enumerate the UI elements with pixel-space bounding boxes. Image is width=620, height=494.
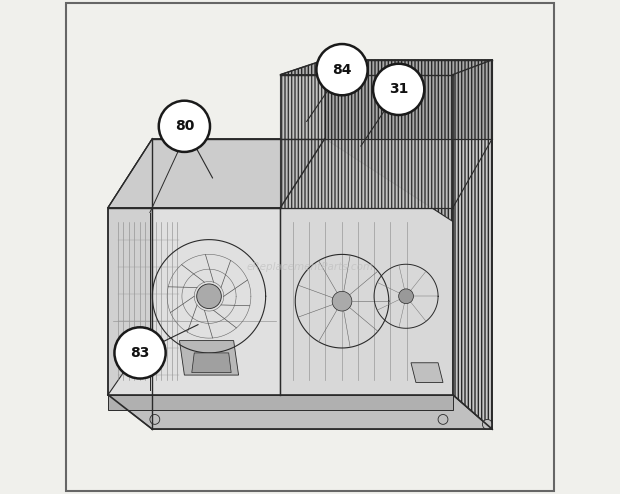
Circle shape	[150, 414, 160, 424]
Polygon shape	[108, 207, 280, 395]
Polygon shape	[108, 395, 492, 429]
Polygon shape	[108, 395, 453, 410]
Polygon shape	[108, 139, 153, 395]
Text: eReplacementParts.com: eReplacementParts.com	[246, 262, 374, 272]
Circle shape	[197, 284, 221, 309]
Circle shape	[373, 64, 424, 115]
Circle shape	[399, 289, 414, 304]
Polygon shape	[280, 75, 453, 207]
Text: 31: 31	[389, 82, 409, 96]
Text: 84: 84	[332, 63, 352, 77]
Circle shape	[316, 44, 368, 95]
Polygon shape	[411, 363, 443, 382]
Polygon shape	[108, 139, 325, 207]
Polygon shape	[453, 60, 492, 429]
Polygon shape	[280, 207, 453, 395]
Circle shape	[482, 419, 492, 429]
Polygon shape	[325, 60, 492, 247]
Text: 83: 83	[130, 346, 150, 360]
Polygon shape	[192, 353, 231, 372]
Circle shape	[438, 414, 448, 424]
Polygon shape	[280, 60, 492, 75]
Polygon shape	[179, 340, 239, 375]
Text: 80: 80	[175, 120, 194, 133]
Polygon shape	[325, 60, 492, 139]
Circle shape	[115, 328, 166, 378]
Circle shape	[332, 291, 352, 311]
Circle shape	[159, 101, 210, 152]
